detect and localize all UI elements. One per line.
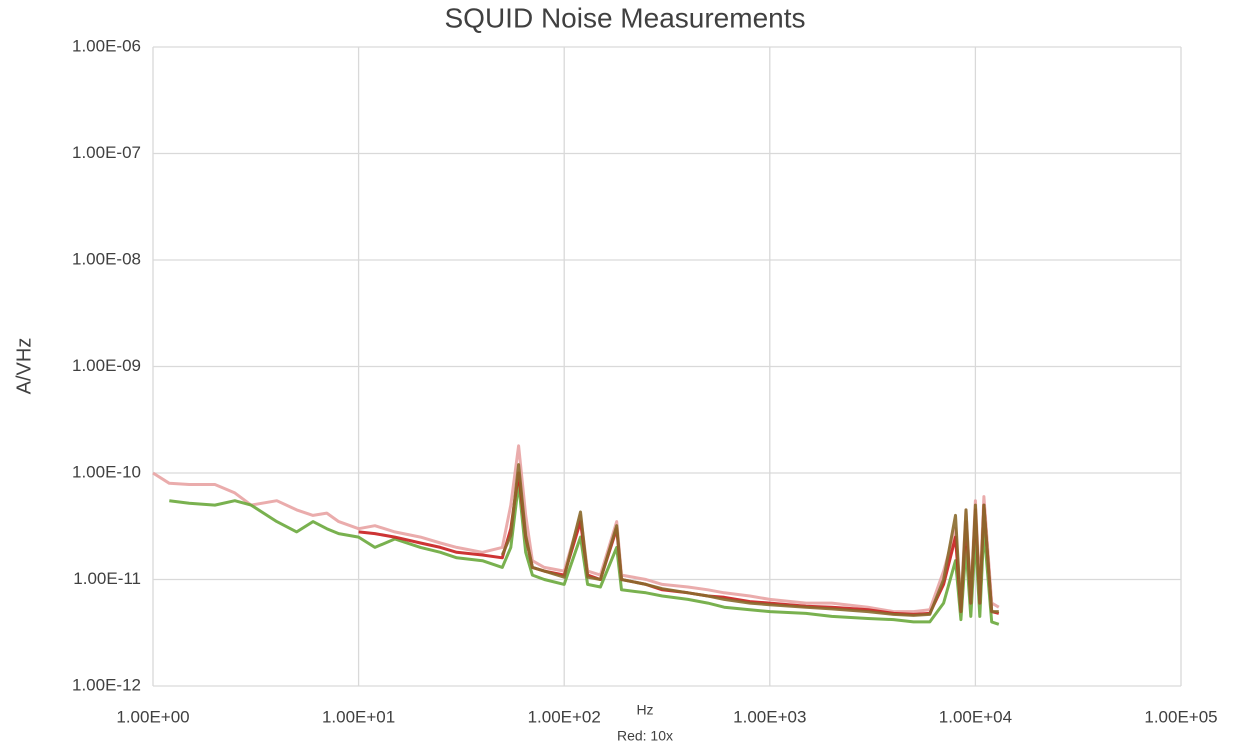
x-tick-label: 1.00E+02 [528, 707, 601, 726]
x-tick-label: 1.00E+00 [116, 707, 189, 726]
y-tick-label: 1.00E-10 [72, 462, 141, 481]
y-axis-label: A/VHz [13, 338, 35, 395]
y-tick-label: 1.00E-06 [72, 36, 141, 55]
x-tick-label: 1.00E+04 [939, 707, 1012, 726]
annotation: Red: 10x [617, 728, 673, 744]
series-line [358, 471, 1000, 616]
chart-title: SQUID Noise Measurements [444, 2, 805, 33]
series-line [169, 481, 1000, 626]
y-tick-label: 1.00E-11 [73, 569, 141, 588]
series-line [500, 463, 999, 617]
y-tick-label: 1.00E-12 [72, 675, 141, 694]
x-axis-label: Hz [636, 702, 653, 718]
x-tick-label: 1.00E+01 [322, 707, 395, 726]
y-tick-label: 1.00E-07 [72, 143, 141, 162]
x-tick-label: 1.00E+03 [733, 707, 806, 726]
y-tick-label: 1.00E-09 [72, 356, 141, 375]
x-tick-label: 1.00E+05 [1144, 707, 1217, 726]
y-tick-label: 1.00E-08 [72, 249, 141, 268]
